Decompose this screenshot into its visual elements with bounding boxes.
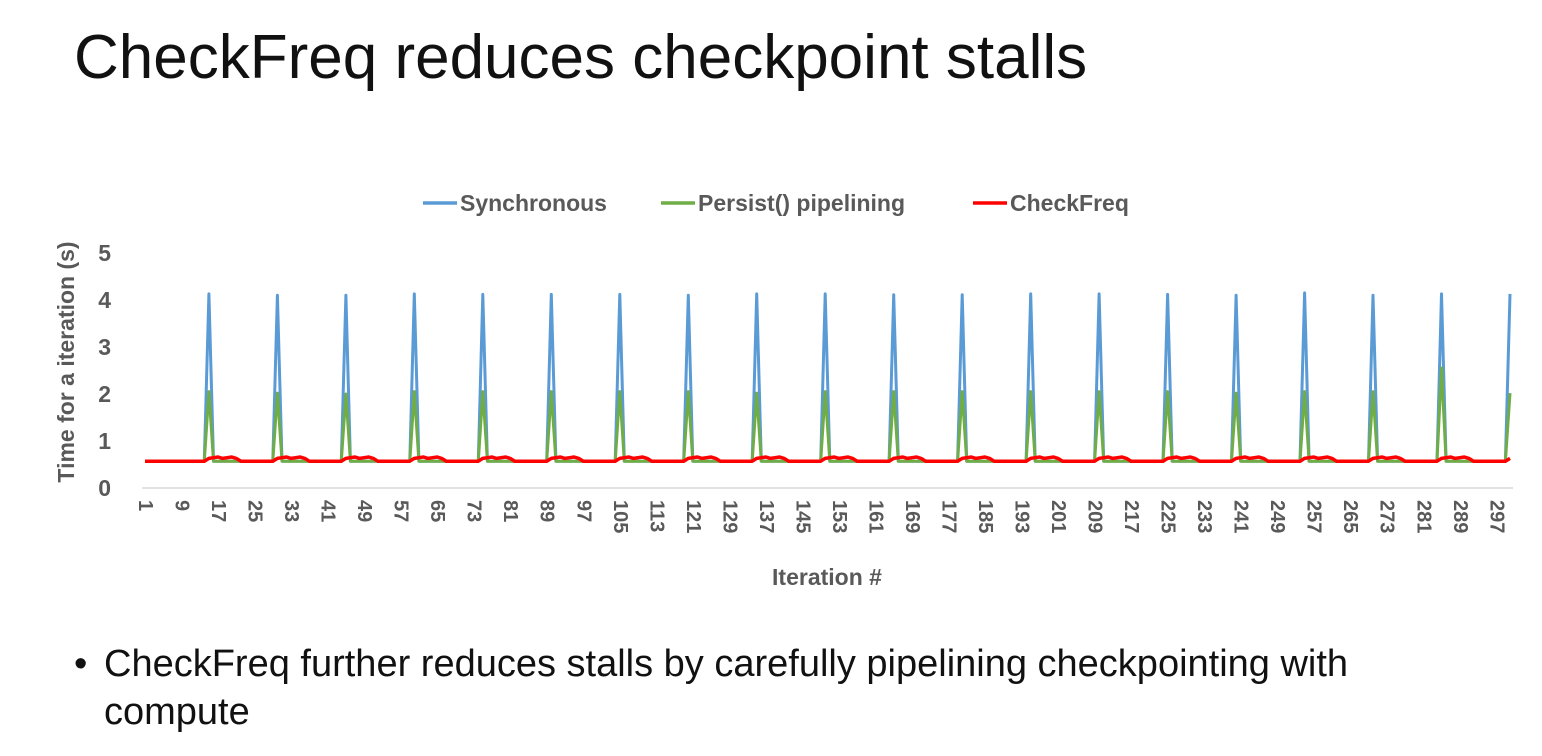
x-tick-label: 113 — [645, 500, 667, 532]
y-tick-label: 5 — [98, 240, 111, 266]
legend-label: Synchronous — [460, 190, 607, 216]
x-tick-label: 81 — [499, 500, 521, 522]
slide-title: CheckFreq reduces checkpoint stalls — [74, 23, 1088, 92]
bullet-text: CheckFreq further reduces stalls by care… — [104, 643, 1349, 733]
y-tick-label: 0 — [98, 475, 111, 501]
x-tick-label: 129 — [718, 500, 740, 533]
x-tick-label: 281 — [1412, 500, 1434, 533]
legend-label: CheckFreq — [1010, 190, 1129, 216]
x-tick-label: 33 — [280, 500, 302, 522]
x-tick-label: 185 — [974, 500, 996, 533]
y-tick-label: 3 — [98, 334, 111, 360]
x-tick-label: 225 — [1157, 500, 1179, 533]
legend-label: Persist() pipelining — [698, 190, 905, 216]
x-tick-label: 193 — [1011, 500, 1033, 533]
x-tick-label: 97 — [572, 500, 594, 522]
x-axis-label: Iteration # — [772, 564, 882, 590]
series-line-2 — [145, 455, 1511, 463]
x-tick-label: 145 — [791, 500, 813, 533]
y-tick-label: 4 — [98, 287, 111, 313]
x-tick-label: 89 — [536, 500, 558, 522]
x-axis-ticks: 1 9 17 25 33 41 49 57 65 73 81 89 97 105 113 121 129 137 1… — [134, 500, 1507, 533]
bullet-marker: • — [74, 643, 88, 685]
x-tick-label: 289 — [1449, 500, 1471, 533]
x-tick-label: 217 — [1120, 500, 1142, 533]
x-tick-label: 209 — [1084, 500, 1106, 533]
x-tick-label: 9 — [171, 500, 193, 511]
x-tick-label: 1 — [134, 500, 156, 511]
y-axis-ticks: 0 1 2 3 4 5 — [98, 240, 111, 501]
x-tick-label: 201 — [1047, 500, 1069, 533]
y-axis-label: Time for a iteration (s) — [53, 241, 79, 482]
x-tick-label: 153 — [828, 500, 850, 533]
x-tick-label: 177 — [937, 500, 959, 533]
chart-legend: Synchronous Persist() pipelining CheckFreq — [423, 190, 1129, 216]
x-tick-label: 137 — [755, 500, 777, 533]
x-tick-label: 257 — [1303, 500, 1325, 533]
x-tick-label: 105 — [609, 500, 631, 533]
x-tick-label: 17 — [207, 500, 229, 522]
y-tick-label: 1 — [98, 428, 111, 454]
x-tick-label: 57 — [390, 500, 412, 522]
x-tick-label: 241 — [1230, 500, 1252, 533]
x-tick-label: 121 — [682, 500, 704, 533]
series-line-1 — [145, 366, 1512, 463]
x-tick-label: 265 — [1339, 500, 1361, 533]
bullet-item: • CheckFreq further reduces stalls by ca… — [74, 640, 1494, 736]
x-tick-label: 249 — [1266, 500, 1288, 533]
x-tick-label: 41 — [317, 500, 339, 522]
x-tick-label: 161 — [864, 500, 886, 533]
x-tick-label: 25 — [244, 500, 266, 522]
series-line-0 — [145, 291, 1512, 463]
x-tick-label: 273 — [1376, 500, 1398, 533]
x-tick-label: 233 — [1193, 500, 1215, 533]
plot-area — [145, 291, 1512, 463]
x-tick-label: 73 — [463, 500, 485, 522]
y-tick-label: 2 — [98, 381, 111, 407]
x-tick-label: 65 — [426, 500, 448, 522]
x-tick-label: 169 — [901, 500, 923, 533]
x-tick-label: 49 — [353, 500, 375, 522]
x-tick-label: 297 — [1485, 500, 1507, 533]
